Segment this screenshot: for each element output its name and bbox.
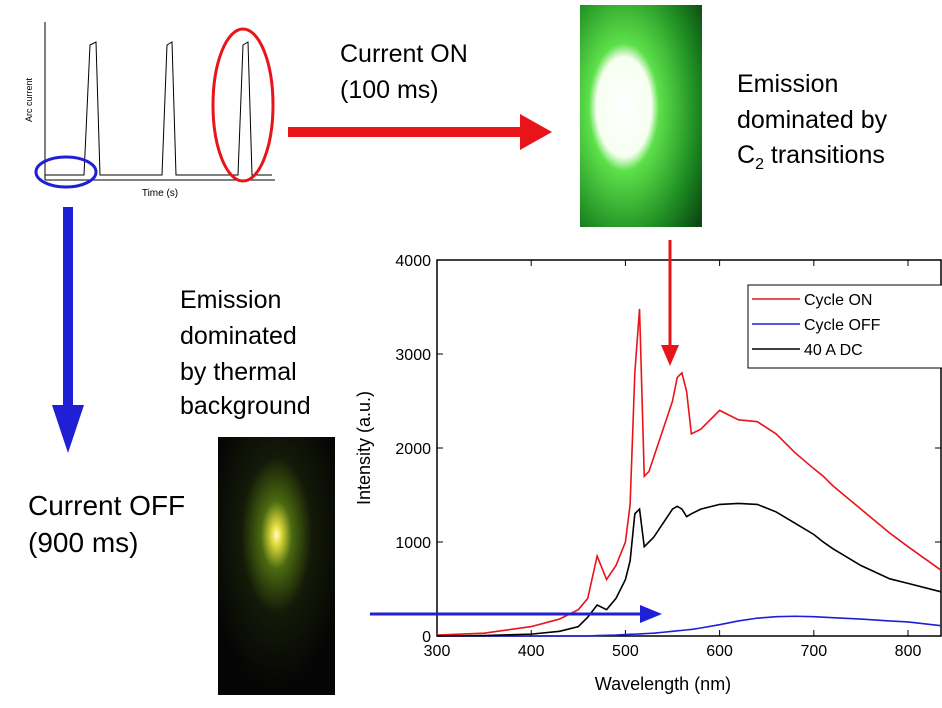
label: Current ON bbox=[340, 40, 468, 68]
inset-trace bbox=[45, 42, 272, 175]
label: Current OFF bbox=[28, 490, 185, 521]
y-tick-label: 0 bbox=[422, 629, 431, 646]
series-line bbox=[437, 503, 941, 636]
label: Emission bbox=[737, 70, 838, 98]
photo-off bbox=[218, 437, 335, 695]
label-sub: 2 bbox=[755, 156, 764, 173]
arrow-head bbox=[640, 605, 662, 623]
x-tick-label: 700 bbox=[800, 643, 827, 660]
x-tick-label: 800 bbox=[895, 643, 922, 660]
inset: Arc current Time (s) bbox=[24, 22, 275, 199]
x-tick-label: 400 bbox=[518, 643, 545, 660]
label: Emission bbox=[180, 286, 281, 314]
legend-label: Cycle ON bbox=[804, 292, 872, 309]
figure: Arc current Time (s) Current ON (100 ms)… bbox=[0, 0, 942, 703]
photo-on bbox=[580, 5, 702, 227]
label-part: C bbox=[737, 141, 755, 169]
label: C2 transitions bbox=[737, 141, 885, 173]
label: dominated by bbox=[737, 106, 888, 134]
arrow-head bbox=[52, 405, 84, 453]
x-axis-label: Wavelength (nm) bbox=[595, 674, 731, 694]
series-line bbox=[437, 616, 941, 636]
legend-label: Cycle OFF bbox=[804, 317, 881, 334]
y-tick-label: 4000 bbox=[395, 253, 431, 270]
label: background bbox=[180, 392, 311, 420]
arrow-head bbox=[520, 114, 552, 150]
x-tick-label: 600 bbox=[706, 643, 733, 660]
label: (100 ms) bbox=[340, 76, 439, 104]
label-part: transitions bbox=[764, 141, 885, 169]
x-tick-label: 500 bbox=[612, 643, 639, 660]
label: dominated bbox=[180, 322, 297, 350]
inset-xlabel: Time (s) bbox=[142, 188, 178, 199]
y-tick-label: 3000 bbox=[395, 347, 431, 364]
y-tick-label: 1000 bbox=[395, 535, 431, 552]
inset-ylabel: Arc current bbox=[24, 77, 34, 122]
label: (900 ms) bbox=[28, 527, 138, 558]
y-tick-label: 2000 bbox=[395, 441, 431, 458]
label: by thermal bbox=[180, 358, 297, 386]
y-axis-label: Intensity (a.u.) bbox=[354, 391, 374, 505]
arrow-head bbox=[661, 345, 679, 366]
legend-label: 40 A DC bbox=[804, 342, 863, 359]
